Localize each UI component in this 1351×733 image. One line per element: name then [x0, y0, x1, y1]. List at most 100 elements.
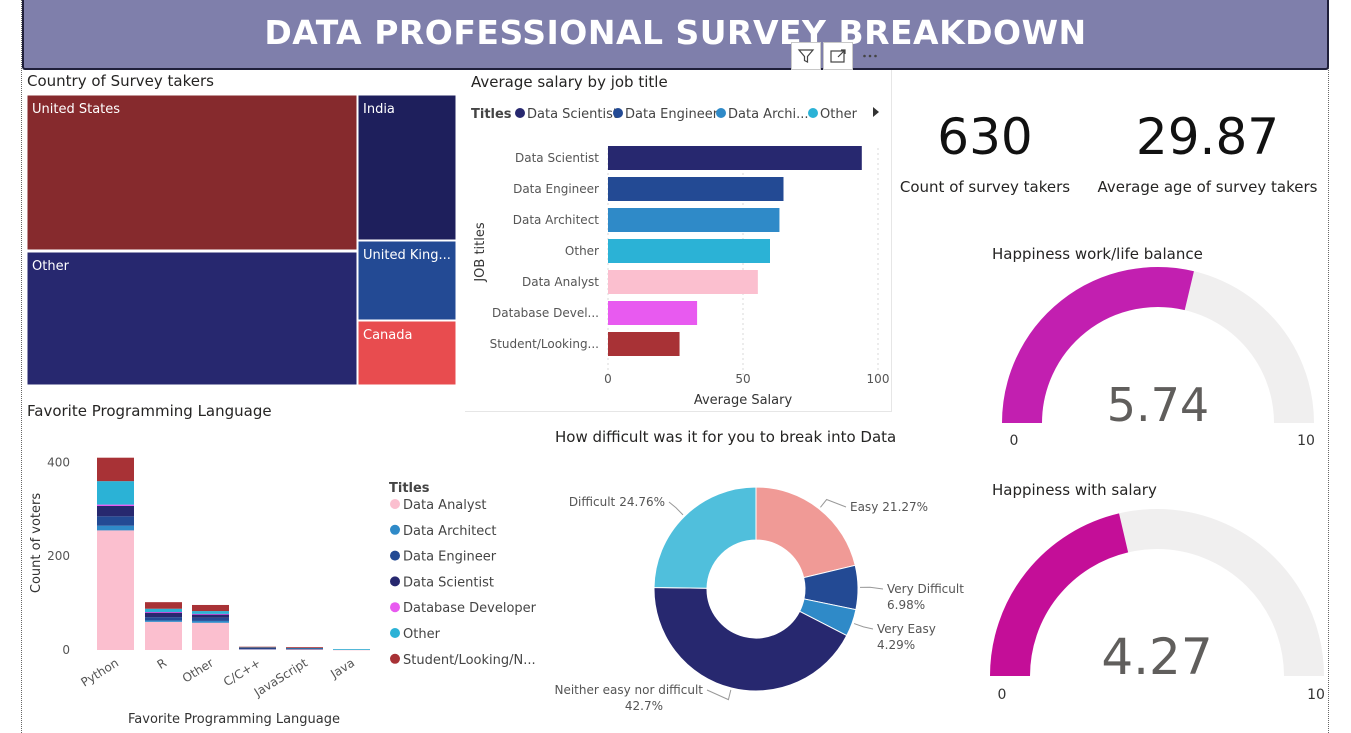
salary-x-tick: 100: [867, 372, 890, 386]
difficulty-chart: Easy 21.27% Very Difficult 6.98% Very Easy 4.…: [554, 486, 964, 713]
language-bar-segment: [97, 504, 134, 507]
donut-slice: [755, 486, 856, 579]
treemap-label: United States: [32, 102, 120, 117]
donut-label-name: Neither easy nor difficult: [554, 683, 703, 697]
salary-bar: [608, 239, 770, 263]
gauge-fill: [990, 513, 1129, 677]
donut-label: Difficult 24.76%: [569, 495, 665, 509]
treemap-tile: [26, 94, 358, 251]
language-legend-marker: [390, 576, 400, 587]
language-legend-marker: [390, 499, 400, 509]
language-category-label: R: [155, 656, 169, 672]
gauge-min-label: 0: [998, 687, 1007, 703]
language-category-label: Other: [180, 656, 216, 686]
language-legend-marker: [390, 653, 400, 664]
filter-icon: [797, 49, 815, 63]
gauge-salary-title: Happiness with salary: [992, 481, 1157, 499]
donut-leader-line: [820, 498, 847, 508]
treemap-tile: [26, 251, 358, 386]
language-y-axis-label: Count of voters: [29, 493, 44, 593]
language-bar-segment: [192, 611, 229, 614]
treemap-chart: United States Other India United King... Can…: [26, 94, 457, 386]
treemap-label: Canada: [363, 328, 412, 343]
salary-x-axis-label: Average Salary: [694, 393, 793, 408]
language-bar-segment: [286, 649, 323, 650]
language-bar-segment: [192, 604, 229, 612]
language-bar-segment: [145, 608, 182, 613]
treemap-label: India: [363, 102, 395, 117]
language-legend-label: Data Analyst: [403, 498, 486, 513]
donut-label: Easy 21.27%: [850, 500, 928, 514]
difficulty-chart-title: How difficult was it for you to break in…: [555, 428, 897, 446]
language-bar-segment: [145, 612, 182, 613]
donut-label-pct: 21.27%: [882, 500, 928, 514]
gauge-value: 5.74: [1107, 378, 1209, 432]
language-bar-segment: [286, 647, 323, 648]
donut-label-pct: 6.98%: [887, 598, 925, 612]
report-header: DATA PROFESSIONAL SURVEY BREAKDOWN: [22, 0, 1329, 70]
salary-x-tick: 50: [735, 372, 750, 386]
salary-legend-marker: [716, 108, 726, 118]
count-kpi-value: 630: [937, 108, 1033, 166]
donut-label-name: Very Easy: [877, 622, 936, 636]
language-bar-segment: [145, 612, 182, 618]
language-x-axis-label: Favorite Programming Language: [128, 712, 340, 727]
gauge-max-label: 10: [1297, 433, 1315, 449]
language-bar-segment: [145, 617, 182, 621]
salary-bar: [608, 146, 862, 170]
salary-panel: Average salary by job title Titles Data S…: [465, 70, 892, 412]
language-bar-segment: [192, 613, 229, 615]
more-options-icon: [863, 54, 877, 58]
donut-label-name: Very Difficult: [887, 582, 964, 596]
treemap-panel: United States Other India United King... Can…: [22, 70, 467, 400]
donut-leader-line: [668, 501, 684, 516]
treemap-title: Country of Survey takers: [27, 72, 214, 90]
language-bar-segment: [145, 620, 182, 622]
gauge-value: 4.27: [1101, 628, 1212, 686]
salary-legend-marker: [808, 108, 818, 118]
more-options-button[interactable]: [855, 42, 885, 70]
language-chart-title: Favorite Programming Language: [27, 402, 272, 420]
salary-legend-label: Other: [820, 107, 858, 122]
language-legend-label: Student/Looking/N...: [403, 653, 536, 668]
donut-leader-line: [706, 689, 732, 701]
salary-legend-title: Titles: [471, 107, 512, 122]
salary-x-tick: 0: [604, 372, 612, 386]
language-legend-label: Data Scientist: [403, 575, 494, 590]
filter-button[interactable]: [791, 42, 821, 70]
language-y-tick: 0: [62, 643, 70, 657]
language-bar-segment: [97, 506, 134, 517]
language-bar-segment: [192, 622, 229, 650]
language-bar-segment: [97, 457, 134, 482]
focus-mode-button[interactable]: [823, 42, 853, 70]
salary-category-label: Data Scientist: [515, 151, 599, 165]
language-bar-segment: [239, 647, 276, 649]
salary-bar: [608, 301, 698, 325]
language-bar-segment: [239, 648, 276, 650]
salary-legend-label: Data Engineer: [625, 107, 719, 122]
language-bar-segment: [97, 481, 134, 505]
language-bar-segment: [286, 648, 323, 650]
donut-label-pct: 4.29%: [877, 638, 915, 652]
gauge-fill: [1002, 267, 1194, 424]
gauge-salary: 4.27 0 10: [990, 509, 1325, 703]
salary-legend-label: Data Archi...: [728, 107, 809, 122]
language-bar-segment: [239, 649, 276, 650]
language-bar-segment: [145, 621, 182, 650]
language-category-label: Python: [78, 656, 121, 690]
salary-category-label: Other: [565, 244, 599, 258]
salary-bar: [608, 270, 758, 294]
donut-slice: [653, 486, 757, 589]
report-canvas: [21, 0, 1329, 733]
language-bar-segment: [145, 602, 182, 609]
count-kpi-label: Count of survey takers: [899, 178, 1071, 196]
language-category-label: Java: [327, 656, 357, 682]
gauge-min-label: 0: [1010, 433, 1019, 449]
language-bar-segment: [97, 530, 134, 650]
language-bar-segment: [97, 516, 134, 526]
donut-slice: [653, 586, 848, 692]
age-kpi-label: Average age of survey takers: [1097, 178, 1318, 196]
salary-y-axis-label: JOB titles: [473, 222, 488, 283]
donut-label-pct: 42.7%: [625, 699, 663, 713]
gauge-worklife-title: Happiness work/life balance: [992, 245, 1203, 263]
